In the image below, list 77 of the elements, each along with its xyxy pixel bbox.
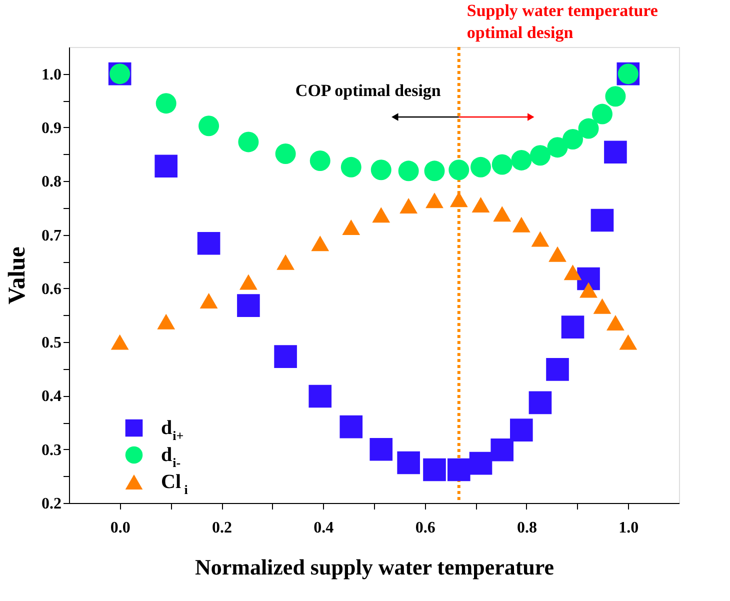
- point: [619, 334, 638, 350]
- point: [424, 160, 445, 182]
- y-tick-label: 0.4: [42, 388, 62, 406]
- point: [110, 334, 129, 350]
- point: [511, 150, 532, 170]
- x-axis-title: Normalized supply water temperature: [194, 554, 554, 580]
- point: [593, 298, 612, 314]
- point: [423, 458, 446, 482]
- point: [276, 254, 294, 270]
- point: [510, 418, 533, 442]
- y-axis-title: Value: [4, 246, 30, 304]
- point: [512, 216, 530, 232]
- point: [340, 415, 363, 438]
- y-tick-label: 0.3: [42, 442, 62, 459]
- point: [592, 104, 612, 124]
- point: [578, 118, 599, 139]
- y-tick-label: 0.9: [42, 120, 62, 137]
- point: [447, 458, 470, 482]
- point: [448, 160, 470, 180]
- point: [580, 282, 598, 298]
- y-tick-label: 0.2: [42, 496, 62, 512]
- point: [238, 132, 259, 152]
- point: [426, 192, 444, 208]
- x-tick-label: 1.0: [618, 520, 639, 536]
- point: [397, 451, 420, 474]
- point: [546, 358, 569, 381]
- point: [274, 345, 297, 368]
- point: [308, 384, 332, 408]
- x-tick-label: 0.0: [110, 520, 130, 536]
- point: [157, 314, 176, 330]
- point: [198, 116, 220, 136]
- point: [370, 438, 393, 461]
- x-tick-label: 0.6: [415, 520, 436, 536]
- point: [200, 293, 218, 308]
- point: [493, 206, 512, 222]
- point: [342, 220, 360, 235]
- point: [275, 144, 296, 164]
- point: [564, 264, 582, 280]
- point: [562, 129, 584, 150]
- point: [470, 156, 491, 178]
- x-tick-label: 0.4: [314, 520, 334, 536]
- point: [240, 274, 258, 290]
- point: [310, 150, 330, 171]
- point: [340, 156, 362, 178]
- point: [547, 137, 568, 158]
- point: [472, 196, 490, 212]
- point: [237, 294, 260, 317]
- point: [370, 160, 392, 180]
- y-tick-label: 1.0: [42, 66, 62, 84]
- point: [156, 93, 176, 114]
- y-tick-label: 0.7: [42, 227, 62, 244]
- point: [469, 452, 492, 475]
- point: [528, 391, 552, 414]
- point: [530, 145, 550, 166]
- point: [561, 316, 584, 338]
- point: [492, 154, 512, 175]
- point: [531, 231, 550, 247]
- point: [490, 438, 514, 462]
- x-tick-label: 0.8: [517, 520, 537, 536]
- text: Supply water temperature optimal design: [466, 1, 658, 42]
- point: [590, 208, 614, 232]
- y-tick-label: 0.6: [42, 280, 62, 298]
- point: [398, 160, 419, 182]
- y-tick-label: 0.5: [42, 334, 62, 352]
- point: [400, 198, 418, 214]
- point: [604, 140, 627, 164]
- point: [154, 154, 178, 178]
- point: [197, 232, 220, 255]
- annotation: COP optimal design: [295, 81, 442, 100]
- point: [311, 236, 330, 252]
- point: [372, 207, 390, 223]
- x-tick-label: 0.2: [212, 520, 232, 536]
- point: [548, 246, 566, 262]
- point: [606, 315, 624, 330]
- y-tick-label: 0.8: [42, 174, 62, 191]
- point: [450, 192, 468, 208]
- point: [605, 86, 626, 107]
